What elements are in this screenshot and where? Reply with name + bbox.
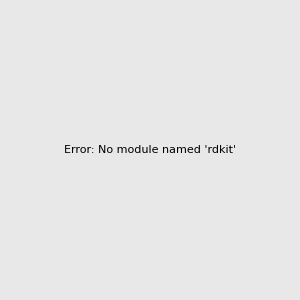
Text: Error: No module named 'rdkit': Error: No module named 'rdkit' — [64, 145, 236, 155]
